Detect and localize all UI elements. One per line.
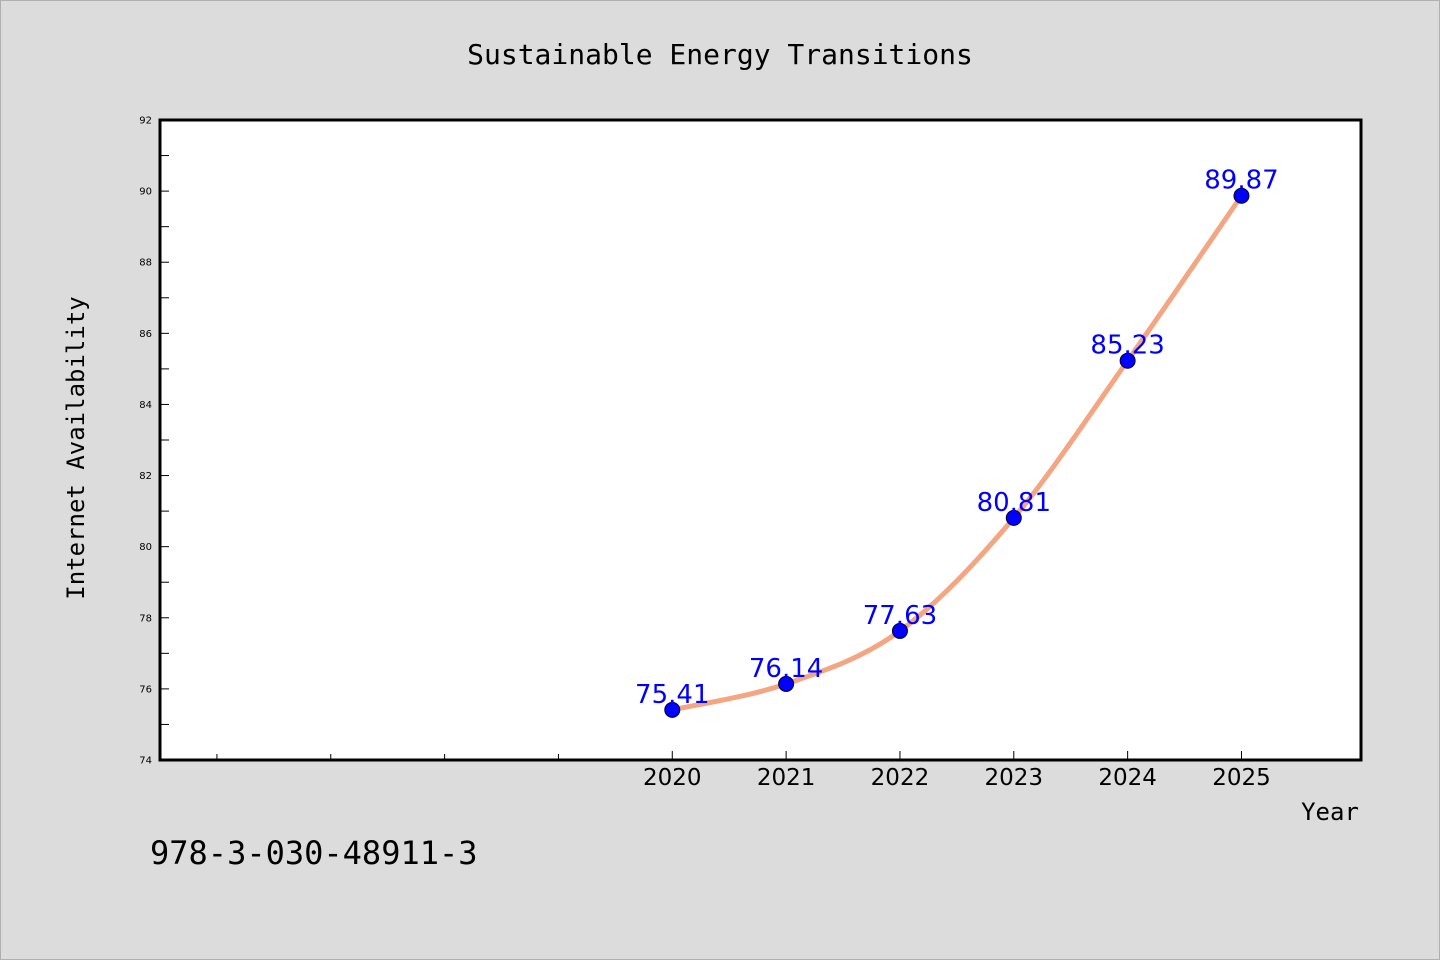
y-tick-label: 90 <box>139 187 152 198</box>
data-label: 75.41 <box>635 680 709 710</box>
y-axis: 74 76 78 80 82 84 86 88 90 92 <box>139 116 169 767</box>
data-point <box>891 622 908 639</box>
data-point <box>664 701 681 718</box>
y-tick-label: 74 <box>139 756 152 767</box>
data-label: 77.63 <box>863 601 937 631</box>
y-tick-label: 76 <box>139 684 152 695</box>
x-tick-label: 2021 <box>757 765 816 791</box>
data-label: 85.23 <box>1090 331 1164 361</box>
x-tick-label: 2025 <box>1212 765 1271 791</box>
data-labels: 75.41 76.14 77.63 80.81 85.23 89.87 <box>635 166 1279 710</box>
data-points <box>664 187 1250 718</box>
data-point <box>1233 187 1250 204</box>
x-tick-label: 2022 <box>871 765 930 791</box>
y-tick-label: 78 <box>139 613 152 624</box>
data-label: 89.87 <box>1204 166 1278 196</box>
data-point <box>1005 509 1022 526</box>
data-point <box>778 675 795 692</box>
plot-area <box>158 118 1363 762</box>
chart-title: Sustainable Energy Transitions <box>467 38 973 71</box>
isbn-text: 978-3-030-48911-3 <box>150 834 478 872</box>
x-tick-label: 2024 <box>1098 765 1157 791</box>
y-tick-label: 88 <box>139 258 152 269</box>
y-tick-label: 92 <box>139 116 152 127</box>
x-tick-label: 2023 <box>985 765 1044 791</box>
x-axis-label: Year <box>1301 798 1359 826</box>
data-label: 80.81 <box>977 488 1051 518</box>
y-axis-label: Internet Availability <box>62 296 90 599</box>
y-tick-label: 86 <box>139 329 152 340</box>
x-axis: 2020 2021 2022 2023 2024 2025 <box>216 751 1271 791</box>
y-tick-label: 82 <box>139 471 152 482</box>
data-point <box>1119 352 1136 369</box>
y-tick-label: 84 <box>139 400 152 411</box>
x-tick-label: 2020 <box>643 765 702 791</box>
data-label: 76.14 <box>749 654 823 684</box>
y-tick-label: 80 <box>139 542 152 553</box>
